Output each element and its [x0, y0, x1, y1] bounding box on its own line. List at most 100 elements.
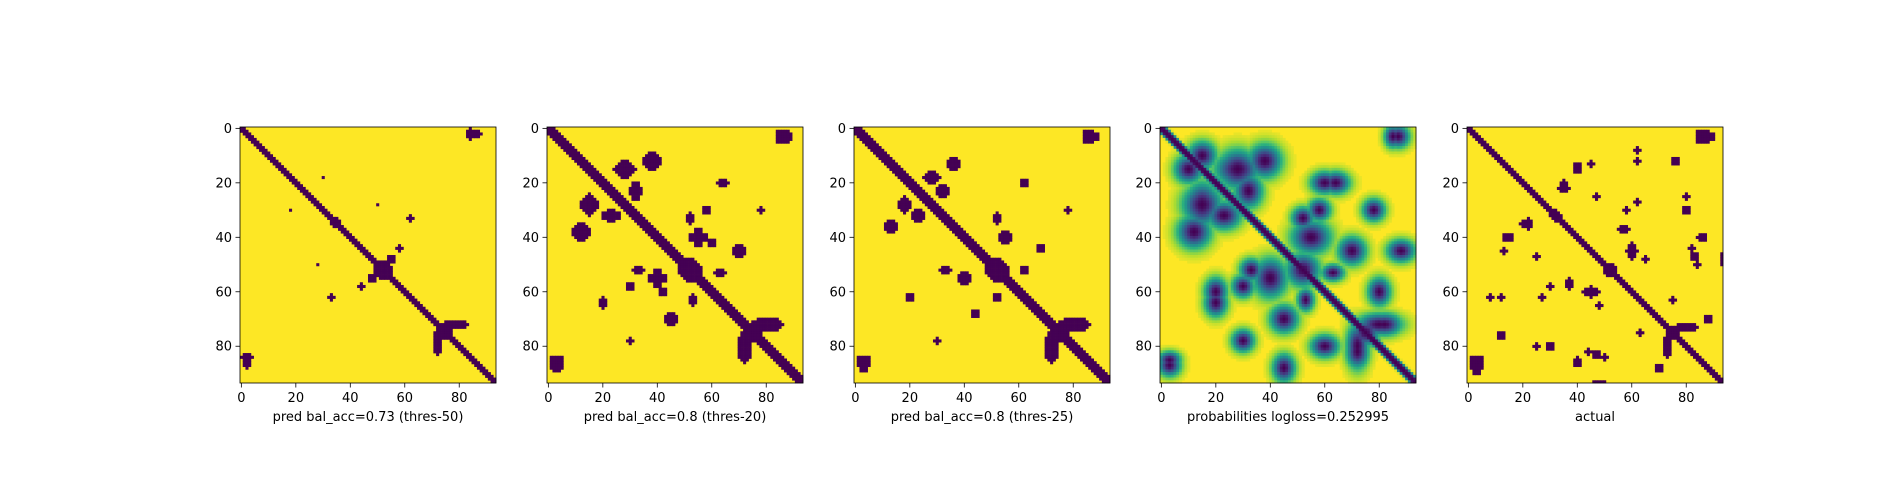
heatmap-cell [1214, 189, 1218, 193]
heatmap-cell [1233, 208, 1237, 212]
heatmap-cell [1181, 186, 1185, 190]
heatmap-cell [1195, 181, 1199, 185]
heatmap-cell [1165, 222, 1169, 226]
heatmap-cell [552, 137, 556, 141]
heatmap-cell [1244, 184, 1248, 188]
heatmap-cell [870, 137, 874, 141]
heatmap-cell [1195, 132, 1199, 136]
heatmap-cell [1266, 200, 1270, 204]
heatmap-cell [1372, 219, 1376, 223]
heatmap-cell [965, 271, 969, 275]
heatmap-cell [1247, 178, 1251, 182]
x-tick-label: 0 [544, 391, 552, 406]
heatmap-cell [1031, 306, 1035, 310]
heatmap-cell [476, 129, 481, 133]
heatmap-cell [1334, 186, 1338, 190]
heatmap-cell [1266, 186, 1270, 190]
heatmap-cell [1358, 195, 1362, 199]
heatmap-cell [1312, 184, 1316, 188]
heatmap-cell [1173, 167, 1177, 171]
heatmap-cell [883, 151, 888, 155]
heatmap-cell [1391, 132, 1395, 136]
heatmap-cell [449, 333, 453, 338]
heatmap-cell [960, 235, 964, 240]
heatmap-cell [1195, 184, 1199, 188]
heatmap-cell [908, 298, 912, 302]
heatmap-cell [1225, 170, 1229, 174]
heatmap-cell [1052, 358, 1056, 362]
heatmap-cell [1312, 167, 1316, 171]
heatmap-cell [699, 230, 703, 234]
heatmap-cell [552, 127, 556, 131]
heatmap-cell [905, 176, 909, 180]
heatmap-cell [987, 257, 991, 261]
heatmap-cell [615, 200, 619, 204]
heatmap-cell [1380, 205, 1384, 210]
heatmap-cell [1187, 230, 1191, 234]
heatmap-cell [1101, 374, 1105, 378]
heatmap-cell [797, 372, 801, 376]
heatmap-cell [1372, 211, 1376, 215]
heatmap-cell [585, 159, 589, 163]
heatmap-cell [699, 268, 703, 272]
heatmap-cell [1020, 265, 1024, 269]
heatmap-cell [1274, 173, 1278, 177]
heatmap-cell [927, 195, 931, 199]
heatmap-cell [854, 132, 858, 136]
heatmap-cell [1386, 129, 1390, 133]
heatmap-cell [1402, 129, 1406, 133]
heatmap-cell [1203, 227, 1207, 231]
heatmap-cell [1255, 184, 1259, 188]
heatmap-cell [1039, 312, 1043, 316]
heatmap-cell [1225, 162, 1229, 166]
heatmap-cell [625, 284, 630, 289]
heatmap-cell [615, 214, 619, 218]
heatmap-cell [1347, 181, 1351, 185]
heatmap-cell [1255, 143, 1259, 147]
heatmap-cell [789, 137, 793, 141]
heatmap-cell [1317, 189, 1322, 193]
heatmap-cell [359, 287, 363, 291]
heatmap-cell [329, 219, 333, 223]
heatmap-cell [762, 325, 766, 329]
heatmap-cell [1372, 205, 1376, 210]
heatmap-cell [623, 205, 627, 210]
heatmap-cell [1301, 181, 1305, 185]
heatmap-cell [1189, 146, 1194, 150]
heatmap-cell [1301, 216, 1305, 220]
heatmap-cell [998, 268, 1002, 272]
heatmap-cell [1252, 186, 1256, 190]
heatmap-cell [1328, 176, 1332, 180]
heatmap-cell [729, 312, 733, 316]
heatmap-cell [1168, 195, 1172, 199]
heatmap-cell [1282, 219, 1286, 223]
heatmap-cell [992, 298, 996, 302]
heatmap-cell [623, 200, 627, 204]
heatmap-cell [1090, 137, 1095, 141]
heatmap-cell [1282, 181, 1286, 185]
heatmap-cell [1369, 211, 1373, 215]
heatmap-cell [1036, 249, 1040, 253]
heatmap-cell [1230, 140, 1234, 144]
heatmap-cell [1372, 227, 1376, 231]
heatmap-cell [775, 140, 779, 144]
heatmap-cell [1258, 233, 1262, 237]
heatmap-cell [973, 241, 977, 245]
heatmap-cell [694, 271, 698, 275]
heatmap-cell [1274, 165, 1278, 169]
heatmap-cell [694, 298, 698, 302]
heatmap-cell [1055, 350, 1059, 354]
heatmap-cell [1200, 151, 1204, 155]
heatmap-cell [900, 170, 904, 174]
heatmap-cell [1200, 186, 1204, 190]
heatmap-cell [1361, 230, 1365, 234]
heatmap-cell [998, 257, 1002, 261]
heatmap-cell [617, 197, 621, 201]
heatmap-cell [1388, 135, 1392, 139]
heatmap-cell [789, 135, 793, 139]
heatmap-cell [1069, 328, 1073, 332]
heatmap-cell [631, 197, 635, 201]
heatmap-cell [1315, 192, 1319, 196]
heatmap-cell [466, 132, 470, 136]
heatmap-cell [1361, 205, 1365, 210]
